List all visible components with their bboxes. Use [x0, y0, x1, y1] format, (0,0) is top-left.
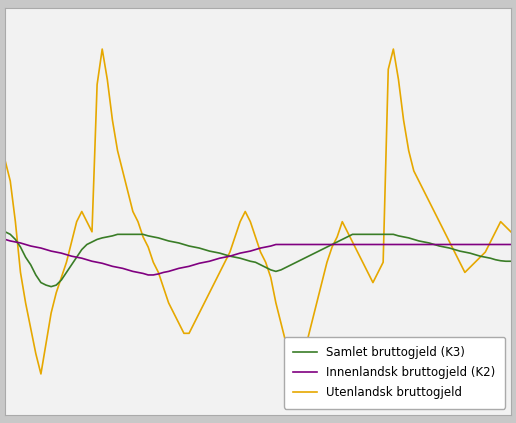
Innenlandsk bruttogjeld (K2): [120, 266, 126, 271]
Innenlandsk bruttogjeld (K2): [99, 261, 105, 266]
Innenlandsk bruttogjeld (K2): [508, 242, 514, 247]
Utenlandsk bruttogjeld: [508, 229, 514, 234]
Legend: Samlet bruttogjeld (K3), Innenlandsk bruttogjeld (K2), Utenlandsk bruttogjeld: Samlet bruttogjeld (K3), Innenlandsk bru…: [284, 337, 505, 409]
Samlet bruttogjeld (K3): [48, 284, 54, 289]
Samlet bruttogjeld (K3): [487, 255, 493, 261]
Innenlandsk bruttogjeld (K2): [2, 237, 8, 242]
Innenlandsk bruttogjeld (K2): [472, 242, 478, 247]
Line: Innenlandsk bruttogjeld (K2): Innenlandsk bruttogjeld (K2): [5, 239, 511, 275]
Innenlandsk bruttogjeld (K2): [145, 272, 151, 277]
Line: Utenlandsk bruttogjeld: Utenlandsk bruttogjeld: [5, 49, 511, 374]
Utenlandsk bruttogjeld: [477, 255, 483, 260]
Utenlandsk bruttogjeld: [492, 229, 498, 234]
Utenlandsk bruttogjeld: [109, 118, 116, 123]
Utenlandsk bruttogjeld: [314, 300, 320, 305]
Utenlandsk bruttogjeld: [273, 300, 279, 305]
Samlet bruttogjeld (K3): [309, 252, 315, 257]
Utenlandsk bruttogjeld: [38, 371, 44, 376]
Utenlandsk bruttogjeld: [130, 209, 136, 214]
Samlet bruttogjeld (K3): [472, 252, 478, 257]
Samlet bruttogjeld (K3): [104, 234, 110, 239]
Samlet bruttogjeld (K3): [2, 229, 8, 234]
Samlet bruttogjeld (K3): [268, 267, 274, 272]
Utenlandsk bruttogjeld: [2, 158, 8, 163]
Line: Samlet bruttogjeld (K3): Samlet bruttogjeld (K3): [5, 232, 511, 287]
Samlet bruttogjeld (K3): [125, 232, 131, 237]
Innenlandsk bruttogjeld (K2): [309, 242, 315, 247]
Utenlandsk bruttogjeld: [99, 47, 105, 52]
Samlet bruttogjeld (K3): [508, 259, 514, 264]
Innenlandsk bruttogjeld (K2): [487, 242, 493, 247]
Innenlandsk bruttogjeld (K2): [268, 244, 274, 249]
